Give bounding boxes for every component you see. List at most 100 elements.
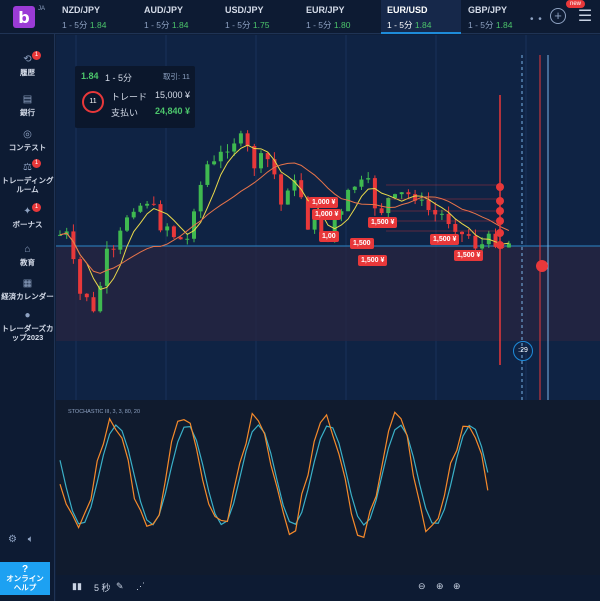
sidebar: ⚙ 🔈︎ ? オンライン ヘルプ ⟲ 履歴 1 ▤ 銀行 ◎ コンテスト ⚖ トレーディング ル…: [0, 34, 55, 601]
candle: [84, 293, 89, 298]
candle: [372, 178, 377, 209]
candle: [178, 237, 183, 240]
sidebar-item-label: 銀行: [20, 108, 35, 117]
pair-tab[interactable]: AUD/JPY 1 - 5分 1.84: [138, 0, 218, 34]
trade-info-panel: 1.84 1 - 5分 取引: 11 11 トレード 15,000 ¥ 支払い …: [75, 66, 195, 128]
sidebar-item-label: ボーナス: [12, 220, 43, 229]
stochastic-label: STOCHASTIC III, 3, 3, 80, 20: [68, 409, 141, 415]
sell-zone: [56, 246, 600, 341]
candle: [212, 161, 217, 165]
candle: [205, 164, 210, 185]
candle: [98, 285, 103, 312]
pair-timeframe: 1 - 5分: [225, 20, 251, 30]
candle: [185, 238, 190, 240]
brand-logo[interactable]: b: [13, 6, 35, 28]
trade-tag[interactable]: 1,500 ¥: [368, 217, 398, 228]
candle: [332, 214, 337, 240]
candle: [473, 235, 478, 249]
trade-tag[interactable]: 1,000 ¥: [309, 197, 339, 208]
trade-marker: [496, 183, 504, 191]
sidebar-item[interactable]: ● トレーダーズカ ップ2023: [0, 310, 55, 342]
timeframe-label: 1 - 5分: [105, 73, 133, 83]
candle: [366, 178, 371, 180]
trade-tag[interactable]: 1,500 ¥: [358, 255, 388, 266]
calendar-icon: ▦: [22, 278, 33, 289]
trade-tag[interactable]: 1,000 ¥: [312, 209, 342, 220]
timeframe-selector[interactable]: 5 秒: [94, 583, 111, 593]
pair-payout: 1.84: [171, 20, 189, 30]
candle: [339, 211, 344, 215]
sidebar-item[interactable]: ✦ ボーナス 1: [0, 203, 55, 229]
trade-tag[interactable]: 1,500: [350, 238, 374, 249]
draw-pencil-icon[interactable]: ✎: [116, 581, 124, 591]
menu-icon[interactable]: ☰: [577, 8, 593, 25]
sidebar-item[interactable]: ⟲ 履歴 1: [0, 51, 55, 77]
candle: [466, 234, 471, 236]
sidebar-item-label: トレーディング ルーム: [1, 176, 54, 194]
candle: [151, 203, 156, 205]
sidebar-item-label: 教育: [20, 258, 35, 267]
candle: [439, 213, 444, 215]
add-pair-button[interactable]: +: [550, 8, 566, 24]
pair-info: 1 - 5分 1.80: [306, 19, 380, 31]
trade-marker: [496, 241, 504, 249]
zoom-in-icon[interactable]: ⊕: [453, 581, 461, 591]
chart-toolbar: ▮▮ 5 秒 ✎ ⋰ ⊖ ⊕ ⊕: [56, 575, 600, 601]
indicators-icon[interactable]: ⋰: [136, 581, 145, 591]
candle: [426, 199, 431, 210]
trade-marker: [496, 229, 504, 237]
trade-marker: [496, 197, 504, 205]
trade-tag[interactable]: 1,00: [319, 231, 339, 242]
candle: [406, 192, 411, 195]
sound-icon[interactable]: 🔈︎: [27, 534, 34, 545]
pair-tab[interactable]: USD/JPY 1 - 5分 1.75: [219, 0, 299, 34]
candle: [413, 194, 418, 201]
pair-tab[interactable]: EUR/USD 1 - 5分 1.84: [381, 0, 461, 34]
chart-area[interactable]: [56, 35, 600, 575]
pair-info: 1 - 5分 1.75: [225, 19, 299, 31]
center-icon[interactable]: ⊕: [436, 581, 444, 591]
pair-timeframe: 1 - 5分: [306, 20, 332, 30]
online-help-button[interactable]: ? オンライン ヘルプ: [0, 562, 50, 595]
candle: [252, 146, 257, 169]
pair-info: 1 - 5分 1.84: [62, 19, 136, 31]
pair-tab[interactable]: EUR/JPY 1 - 5分 1.80: [300, 0, 380, 34]
pair-tab[interactable]: NZD/JPY 1 - 5分 1.84: [56, 0, 136, 34]
price-chart[interactable]: [56, 35, 600, 575]
pair-name: EUR/JPY: [306, 5, 345, 15]
zoom-out-icon[interactable]: ⊖: [418, 581, 426, 591]
pair-name: EUR/USD: [387, 5, 428, 15]
pair-name: NZD/JPY: [62, 5, 101, 15]
more-pairs-icon[interactable]: • •: [530, 14, 543, 25]
settings-icon[interactable]: ⚙: [8, 534, 17, 545]
candle: [419, 199, 424, 201]
trade-count: 取引: 11: [163, 72, 190, 81]
trade-tag[interactable]: 1,500 ¥: [454, 250, 484, 261]
pair-payout: 1.84: [495, 20, 513, 30]
open-trades-circle[interactable]: 11: [82, 91, 104, 113]
sidebar-item[interactable]: ▤ 銀行: [0, 94, 55, 117]
chart-type-icon[interactable]: ▮▮: [72, 581, 82, 591]
candle: [265, 153, 270, 160]
sidebar-item[interactable]: ◎ コンテスト: [0, 129, 55, 152]
pair-name: AUD/JPY: [144, 5, 184, 15]
candle: [225, 151, 230, 153]
top-bar: b JA NZD/JPY 1 - 5分 1.84 AUD/JPY 1 - 5分 1.8…: [0, 0, 600, 34]
payout-rate: 1.84: [81, 71, 99, 81]
history-icon: ⟲: [23, 54, 32, 65]
notification-badge: 1: [32, 159, 41, 168]
sidebar-item[interactable]: ⌂ 教育: [0, 244, 55, 267]
trading-room-icon: ⚖: [23, 162, 32, 173]
pair-payout: 1.84: [89, 20, 107, 30]
sidebar-item-label: コンテスト: [8, 143, 47, 152]
candle: [433, 209, 438, 215]
sidebar-item[interactable]: ▦ 経済カレンダー: [0, 278, 55, 301]
candle: [446, 213, 451, 225]
candle: [165, 226, 170, 231]
sidebar-item[interactable]: ⚖ トレーディング ルーム 1: [0, 159, 55, 194]
language-label[interactable]: JA: [38, 6, 46, 12]
pair-tab[interactable]: GBP/JPY 1 - 5分 1.84: [462, 0, 542, 34]
notification-badge: 1: [32, 51, 41, 60]
trade-tag[interactable]: 1,500 ¥: [430, 234, 460, 245]
moving-average-slow: [59, 162, 510, 274]
